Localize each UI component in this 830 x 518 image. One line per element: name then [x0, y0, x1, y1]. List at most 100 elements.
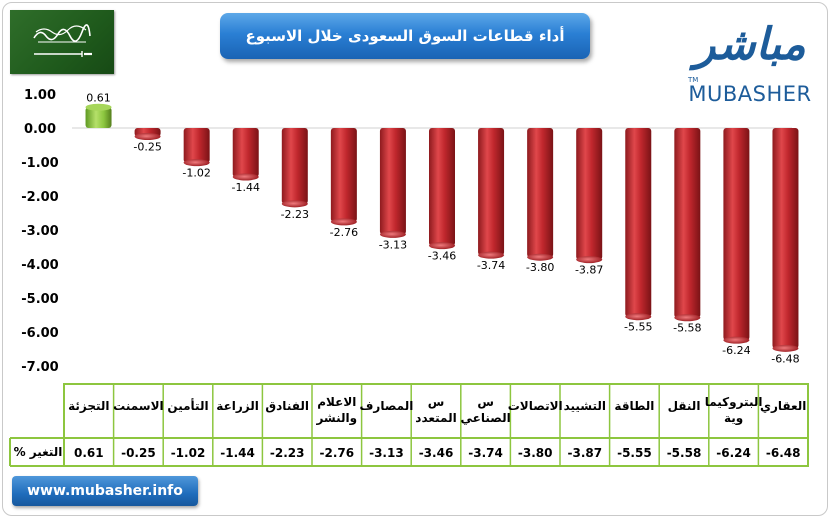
logo-arabic: مباشر — [694, 19, 806, 70]
data-label: -0.25 — [133, 141, 161, 154]
category-label: الفنادق — [265, 399, 309, 413]
category-label: التجزئة — [68, 399, 109, 413]
bar-negative — [576, 128, 603, 260]
flag-sword-icon — [34, 51, 92, 57]
y-tick-label: -1.00 — [21, 156, 58, 171]
bar-negative — [723, 128, 750, 341]
data-label: -5.58 — [673, 322, 701, 335]
data-label: -3.80 — [526, 261, 554, 274]
saudi-flag-icon — [10, 10, 114, 74]
table-value: -3.46 — [419, 446, 454, 460]
chart-title: أداء قطاعات السوق السعودى خلال الاسبوع — [245, 27, 565, 45]
bar-cap — [527, 253, 554, 261]
category-label: س — [477, 395, 494, 409]
bar-negative — [379, 128, 406, 235]
table-value: -3.80 — [518, 446, 553, 460]
bar-negative — [625, 128, 652, 317]
category-label: الزراعة — [216, 399, 259, 413]
data-label: -6.48 — [771, 352, 799, 365]
logo-english: MUBASHER — [688, 82, 812, 106]
website-link[interactable]: www.mubasher.info — [12, 476, 198, 506]
category-label: العقاري — [760, 399, 806, 413]
y-tick-label: -7.00 — [21, 360, 58, 375]
table-value: -1.02 — [171, 446, 206, 460]
bar-negative — [527, 128, 554, 258]
data-label: -5.55 — [624, 321, 652, 334]
table-value: -2.76 — [320, 446, 355, 460]
y-tick-label: -4.00 — [21, 258, 58, 273]
bar-cap — [183, 159, 210, 167]
y-tick-label: -2.00 — [21, 190, 58, 205]
bar-negative — [478, 128, 505, 256]
category-label: الاعلام — [317, 395, 356, 410]
category-label: والنشر — [315, 411, 357, 426]
bar-cap — [330, 218, 357, 226]
bar-cap — [379, 230, 406, 238]
bar-cap — [478, 251, 505, 259]
table-value: 0.61 — [74, 446, 104, 460]
y-tick-label: 0.00 — [24, 122, 56, 137]
table-value: -6.24 — [716, 446, 751, 460]
table-row-label: التغير % — [14, 445, 63, 459]
category-label: المصارف — [359, 399, 413, 413]
chart-title-banner: أداء قطاعات السوق السعودى خلال الاسبوع — [220, 13, 590, 59]
y-tick-label: 1.00 — [24, 88, 56, 103]
data-label: -1.44 — [231, 181, 259, 194]
bar-cap — [85, 103, 112, 111]
bar-negative — [281, 128, 308, 204]
bar-negative — [232, 128, 259, 177]
category-label: س — [428, 395, 445, 409]
table-border — [63, 383, 809, 467]
bar-cap — [772, 344, 799, 352]
data-label: -3.13 — [379, 238, 407, 251]
category-label: البتروكيما — [705, 395, 763, 410]
table-value: -2.23 — [270, 446, 305, 460]
table-value: -6.48 — [766, 446, 801, 460]
bar-negative — [330, 128, 357, 222]
table-value: -1.44 — [220, 446, 255, 460]
mubasher-logo: مباشر TM MUBASHER — [688, 16, 812, 108]
category-label: المتعدد — [415, 411, 456, 425]
bar-cap — [625, 313, 652, 321]
y-tick-label: -3.00 — [21, 224, 58, 239]
bar-cap — [723, 336, 750, 344]
table-value: -3.13 — [369, 446, 404, 460]
bar-cap — [674, 314, 701, 322]
flag-inscription-icon — [33, 24, 91, 43]
data-label: -2.23 — [281, 208, 309, 221]
y-tick-label: -6.00 — [21, 326, 58, 341]
category-label: التشييد — [564, 399, 606, 413]
data-label: -1.02 — [182, 167, 210, 180]
bar-negative — [674, 128, 701, 318]
table-value: -3.87 — [568, 446, 603, 460]
data-label: -3.87 — [575, 264, 603, 277]
table-value: -5.58 — [667, 446, 702, 460]
category-label: الاتصالات — [508, 399, 563, 413]
data-label: -6.24 — [722, 344, 750, 357]
data-label: -2.76 — [330, 226, 358, 239]
data-label: -3.46 — [428, 250, 456, 263]
y-tick-label: -5.00 — [21, 292, 58, 307]
bar-cap — [576, 256, 603, 264]
category-label: النقل — [668, 399, 701, 413]
category-label: الطاقة — [614, 399, 654, 413]
data-label: -3.74 — [477, 259, 505, 272]
category-label: التأمين — [167, 398, 208, 413]
bar-cap — [134, 133, 161, 140]
bar-cap — [429, 242, 455, 250]
bar-negative — [429, 128, 455, 246]
table-value: -3.74 — [468, 446, 503, 460]
bar-cap — [232, 173, 259, 181]
bar-negative — [772, 128, 799, 349]
table-value: -0.25 — [121, 446, 156, 460]
bar-negative — [183, 128, 210, 163]
data-label: 0.61 — [86, 91, 111, 104]
logo-trademark: TM — [688, 76, 699, 84]
bar-cap — [281, 200, 308, 208]
category-label: الاسمنت — [113, 399, 164, 413]
bar-positive — [85, 107, 112, 128]
category-label: وية — [724, 411, 743, 426]
category-label: الصناعي — [461, 411, 511, 425]
table-value: -5.55 — [617, 446, 652, 460]
